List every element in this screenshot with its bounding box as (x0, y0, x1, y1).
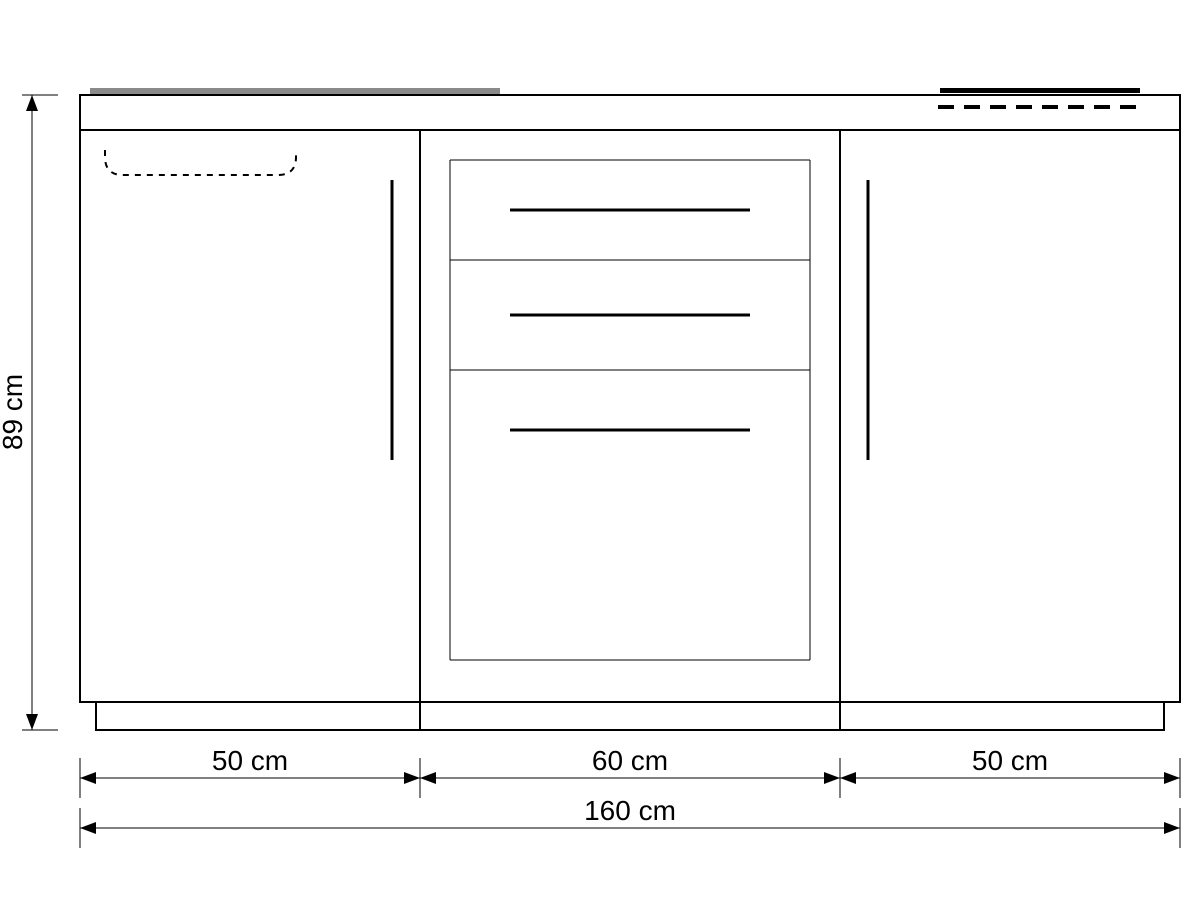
dim-row1-label-0: 50 cm (212, 745, 288, 776)
dim-row1-label-2: 50 cm (972, 745, 1048, 776)
dim-row2-label: 160 cm (584, 795, 676, 826)
countertop-grey-strip (90, 88, 500, 94)
dim-height-label: 89 cm (0, 374, 28, 450)
dim-row1-label-1: 60 cm (592, 745, 668, 776)
hob-top-solid (940, 88, 1140, 93)
